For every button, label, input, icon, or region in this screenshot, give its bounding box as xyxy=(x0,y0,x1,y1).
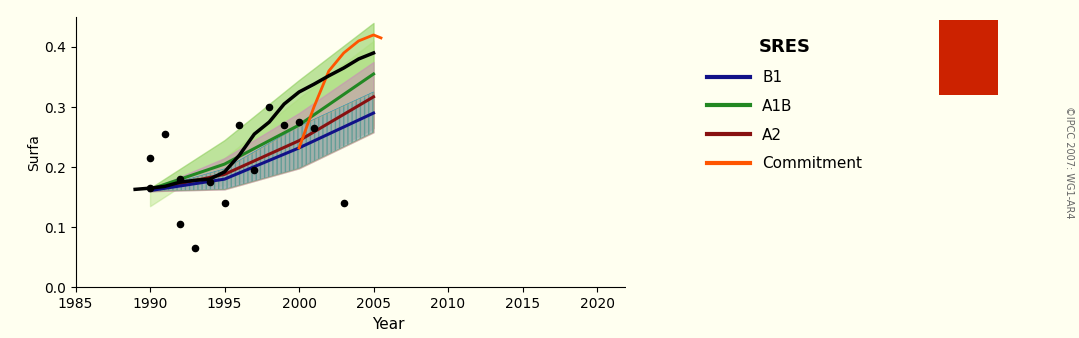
Point xyxy=(156,131,174,137)
Point xyxy=(231,122,248,128)
X-axis label: Year: Year xyxy=(372,317,405,332)
Text: ©IPCC 2007: WG1-AR4: ©IPCC 2007: WG1-AR4 xyxy=(1064,106,1074,218)
Legend: B1, A1B, A2, Commitment: B1, A1B, A2, Commitment xyxy=(699,31,870,179)
Point xyxy=(172,176,189,182)
Point xyxy=(172,221,189,227)
Point xyxy=(290,119,308,125)
Point xyxy=(186,245,203,251)
Y-axis label: Surfa: Surfa xyxy=(27,134,41,171)
Point xyxy=(141,186,159,191)
Point xyxy=(201,179,218,185)
Point xyxy=(141,155,159,161)
Point xyxy=(246,167,263,173)
Point xyxy=(336,200,353,206)
Point xyxy=(305,125,323,131)
Point xyxy=(216,200,233,206)
Point xyxy=(275,122,292,128)
Point xyxy=(261,104,278,110)
